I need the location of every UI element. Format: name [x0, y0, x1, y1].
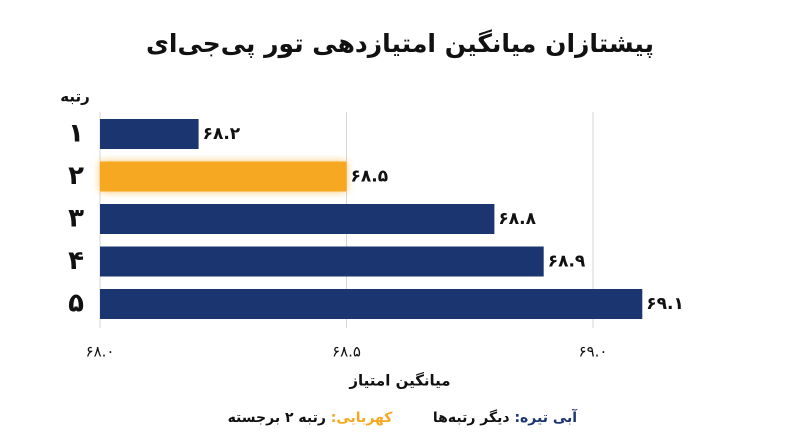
bar — [100, 161, 347, 192]
value-label: ۶۸.۵ — [351, 167, 389, 187]
y-tick-label: ۱ — [68, 119, 84, 149]
y-tick-label: ۳ — [68, 204, 84, 234]
value-label: ۶۹.۱ — [646, 294, 684, 314]
y-axis-label: رتبه — [60, 88, 90, 106]
chart-title: پیشتازان میانگین امتیازدهی تور پی‌جی‌ای — [146, 29, 654, 59]
legend-key: کهربایی: — [331, 410, 393, 426]
legend-text: رتبه ۲ برجسته — [228, 410, 326, 426]
y-tick-label: ۲ — [68, 161, 84, 191]
bar — [100, 246, 544, 277]
legend-text: دیگر رتبه‌ها — [433, 409, 510, 426]
legend-entry: کهربایی: رتبه ۲ برجسته — [228, 410, 394, 426]
y-tick-label: ۴ — [68, 246, 84, 276]
x-axis-label: میانگین امتیاز — [348, 372, 450, 390]
bar — [100, 289, 643, 319]
x-tick-label: ۶۸.۰ — [86, 343, 115, 361]
x-tick-label: ۶۹.۰ — [579, 343, 608, 361]
value-label: ۶۸.۸ — [498, 209, 536, 229]
y-tick-label: ۵ — [68, 289, 84, 319]
legend-key: آبی تیره: — [514, 408, 578, 426]
x-tick-label: ۶۸.۵ — [332, 343, 361, 361]
legend-entry: آبی تیره: دیگر رتبه‌ها — [433, 408, 578, 426]
bar — [100, 119, 199, 149]
value-label: ۶۸.۹ — [548, 252, 586, 272]
bar — [100, 204, 495, 234]
value-label: ۶۸.۲ — [203, 124, 241, 144]
